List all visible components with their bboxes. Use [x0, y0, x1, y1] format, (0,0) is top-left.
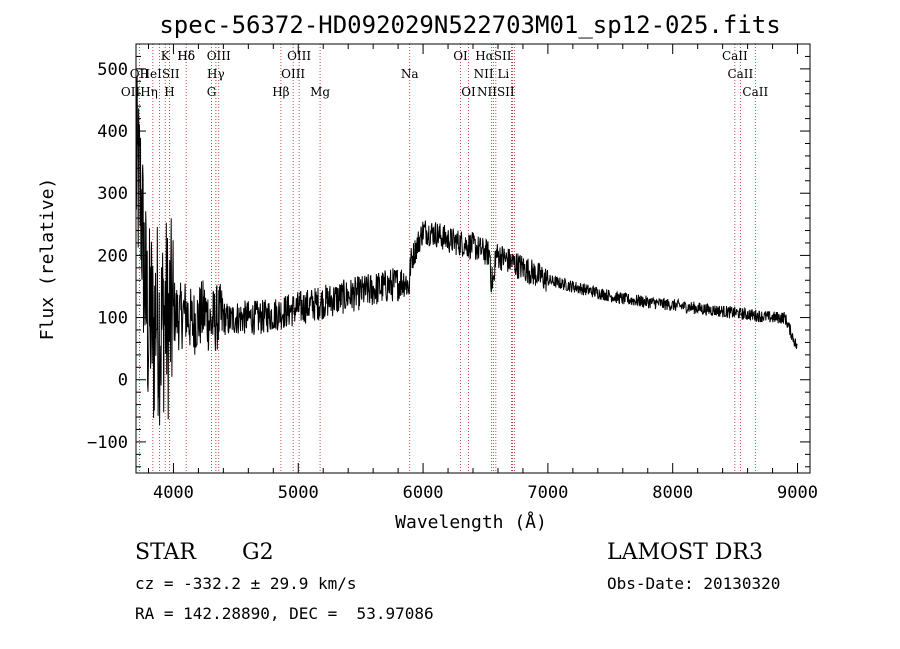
- x-tick-label: 4000: [153, 483, 194, 503]
- y-tick-label: 300: [97, 184, 128, 204]
- x-axis-label: Wavelength (Å): [395, 511, 547, 533]
- spectral-line-label: NII Li: [474, 67, 510, 81]
- spectral-line-label: CaII: [742, 85, 768, 99]
- survey-name: LAMOST DR3: [607, 540, 763, 565]
- y-tick-label: 200: [97, 246, 128, 266]
- y-tick-label: −100: [87, 433, 128, 453]
- spectral-line-label: CaII: [727, 67, 753, 81]
- x-tick-label: 5000: [278, 483, 319, 503]
- y-tick-label: 500: [97, 60, 128, 80]
- spectral-line-label: Hβ: [272, 85, 289, 99]
- coordinates: RA = 142.28890, DEC = 53.97086: [135, 604, 434, 623]
- x-tick-label: 6000: [403, 483, 444, 503]
- x-tick-label: 7000: [527, 483, 568, 503]
- x-tick-label: 8000: [652, 483, 693, 503]
- spectrum-line: [135, 76, 798, 426]
- spectral-line-label: HαSII: [475, 49, 512, 63]
- y-tick-label: 100: [97, 309, 128, 329]
- object-subclass: G2: [242, 540, 274, 565]
- redshift-cz: cz = -332.2 ± 29.9 km/s: [135, 574, 357, 593]
- x-tick-label: 9000: [777, 483, 818, 503]
- spectral-line-markers: [138, 44, 756, 473]
- y-tick-label: 0: [118, 371, 128, 391]
- spectral-line-label: K: [161, 49, 171, 63]
- y-axis-ticks: −100 0 100 200 300 400 500: [87, 43, 810, 468]
- spectral-line-label: OIII: [207, 49, 231, 63]
- spectral-line-label: Hδ: [177, 49, 195, 63]
- spectral-line-label: CaII: [722, 49, 748, 63]
- spectral-line-label: NIISII: [477, 85, 515, 99]
- spectral-line-label: Mg: [310, 85, 330, 99]
- spectral-line-label: OIII: [287, 49, 311, 63]
- observation-date: Obs-Date: 20130320: [607, 574, 781, 593]
- plot-frame: [135, 43, 811, 474]
- spectral-line-label: G: [207, 85, 217, 99]
- y-tick-label: 400: [97, 122, 128, 142]
- x-axis-ticks: 4000 5000 6000 7000 8000 9000: [147, 44, 818, 503]
- spectral-line-label: Hγ: [207, 67, 225, 81]
- chart-title: spec-56372-HD092029N522703M01_sp12-025.f…: [159, 11, 780, 39]
- spectral-line-label: OI: [453, 49, 468, 63]
- y-axis-label: Flux (relative): [37, 178, 58, 341]
- spectral-line-label: HeISII: [140, 67, 180, 81]
- spectral-line-label: Na: [401, 67, 419, 81]
- spectral-line-label: H: [164, 85, 174, 99]
- object-class: STAR: [135, 540, 196, 565]
- spectrum-chart: spec-56372-HD092029N522703M01_sp12-025.f…: [37, 11, 818, 533]
- spectral-line-label: OIIHη: [121, 85, 158, 99]
- spectral-line-label: OI: [461, 85, 476, 99]
- spectral-line-label: Hδ: [177, 49, 195, 63]
- spectral-line-label: OIII: [281, 67, 305, 81]
- spectral-line-label: OII: [130, 67, 150, 81]
